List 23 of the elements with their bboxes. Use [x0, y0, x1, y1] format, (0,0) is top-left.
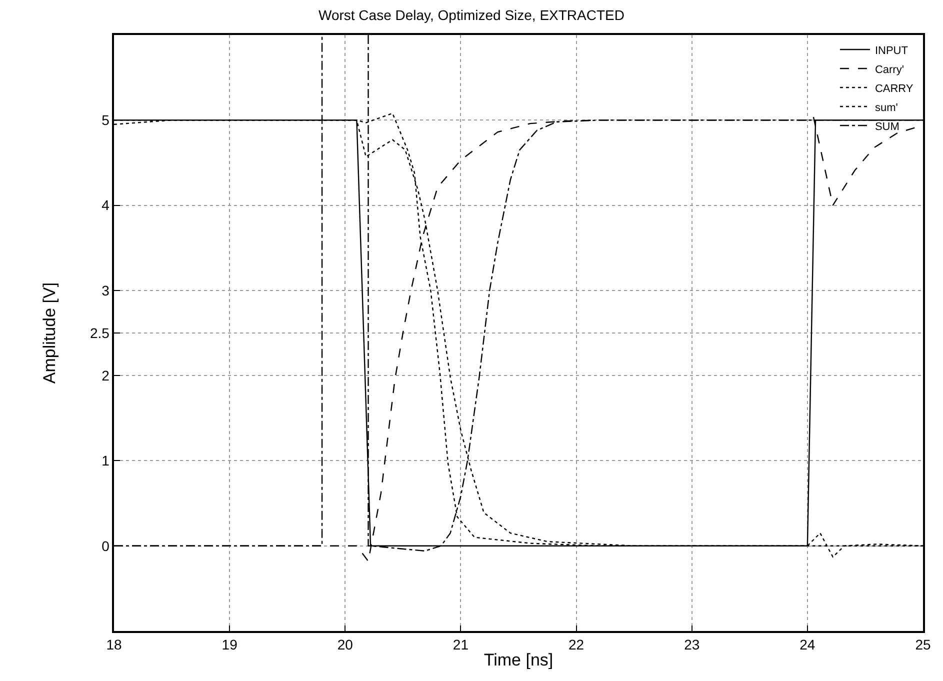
legend-label: INPUT: [874, 44, 908, 57]
y-tick-label: 2: [102, 367, 110, 384]
y-tick-label: 0: [102, 538, 110, 554]
legend-label: Carry': [874, 64, 904, 76]
y-tick-label: 5: [102, 112, 110, 128]
y-tick-label: 3: [102, 282, 110, 298]
x-axis-title: Time [ns]: [484, 650, 554, 670]
x-tick-label: 18: [106, 636, 122, 653]
x-tick-label: 22: [568, 636, 584, 653]
x-tick-label: 19: [222, 636, 238, 653]
y-axis-title: Amplitude [V]: [40, 282, 60, 384]
x-tick-label: 21: [452, 636, 469, 653]
y-tick-label: 2.5: [90, 324, 110, 341]
x-tick-label: 24: [800, 636, 816, 653]
legend-label: CARRY: [874, 82, 914, 95]
x-tick-label: 20: [337, 636, 354, 653]
x-tick-label: 23: [684, 636, 700, 653]
x-tick-label: 25: [915, 636, 931, 653]
legend-label: SUM: [874, 120, 900, 133]
y-tick-label: 4: [102, 197, 110, 214]
y-tick-label: 1: [102, 452, 110, 469]
chart-title: Worst Case Delay, Optimized Size, EXTRACTED: [318, 7, 625, 24]
legend-label: sum': [874, 102, 898, 114]
